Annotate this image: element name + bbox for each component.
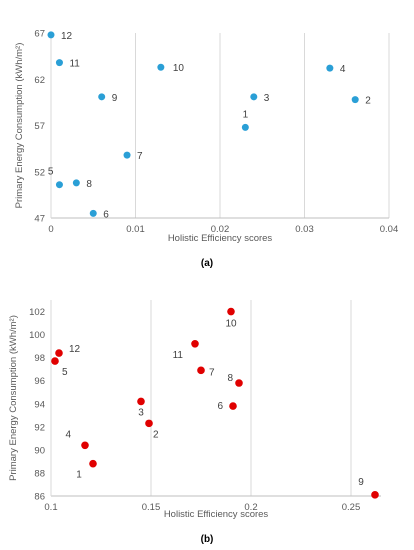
data-label-7: 7 — [209, 367, 215, 378]
data-label-8: 8 — [86, 179, 92, 190]
data-label-11: 11 — [69, 59, 80, 70]
x-tick-label: 0.04 — [380, 224, 399, 235]
y-axis-title: Primary Energy Consumption (kWh/m²) — [8, 315, 19, 481]
y-tick-label: 88 — [34, 468, 45, 479]
data-label-9: 9 — [112, 93, 118, 104]
y-tick-label: 67 — [34, 29, 45, 40]
data-label-6: 6 — [217, 401, 223, 412]
y-tick-label: 94 — [34, 399, 45, 410]
data-point-8 — [72, 179, 80, 187]
data-point-2 — [351, 96, 359, 104]
x-tick-label: 0.02 — [211, 224, 230, 235]
chart-panel-b: 0.1 0.15 0.2 0.2586889092949698100102Holist… — [8, 300, 381, 545]
data-point-2 — [145, 419, 153, 428]
data-label-5: 5 — [62, 367, 68, 378]
x-tick-label: 0.2 — [244, 502, 257, 513]
data-label-4: 4 — [340, 64, 346, 75]
x-tick-label: 0 — [48, 224, 53, 235]
x-tick-label: 0.01 — [126, 224, 145, 235]
data-label-12: 12 — [69, 344, 81, 355]
y-axis-title: Primary Energy Consumption (kWh/m²) — [14, 43, 25, 209]
data-label-11: 11 — [173, 350, 184, 361]
data-label-2: 2 — [153, 429, 159, 440]
data-label-9: 9 — [358, 477, 364, 488]
data-point-6 — [89, 209, 97, 217]
data-point-11 — [55, 59, 63, 67]
x-tick-label: 0.25 — [342, 502, 361, 513]
panel-caption: (b) — [201, 534, 214, 545]
data-label-2: 2 — [365, 96, 371, 107]
y-tick-label: 86 — [34, 492, 45, 503]
y-tick-label: 52 — [34, 167, 45, 178]
y-tick-label: 90 — [34, 445, 45, 456]
y-tick-label: 47 — [34, 214, 45, 225]
data-point-5 — [51, 357, 59, 365]
y-tick-label: 57 — [34, 121, 45, 132]
data-label-5: 5 — [48, 167, 54, 178]
data-label-8: 8 — [227, 373, 233, 384]
data-point-10 — [227, 307, 235, 316]
data-point-7 — [123, 151, 131, 159]
y-tick-label: 102 — [29, 307, 45, 318]
data-point-4 — [326, 64, 334, 72]
data-label-3: 3 — [264, 93, 270, 104]
data-label-10: 10 — [225, 319, 237, 330]
data-label-7: 7 — [137, 151, 143, 162]
y-tick-label: 92 — [34, 422, 45, 433]
data-point-12 — [47, 31, 55, 39]
data-point-1 — [241, 123, 249, 131]
data-point-9 — [98, 93, 106, 101]
data-point-3 — [137, 397, 145, 406]
data-label-6: 6 — [103, 209, 109, 220]
data-point-12 — [55, 349, 63, 357]
x-tick-label: 0.15 — [142, 502, 161, 513]
data-label-12: 12 — [61, 31, 73, 42]
data-label-4: 4 — [65, 429, 71, 440]
x-tick-label: 0.03 — [295, 224, 314, 235]
data-point-1 — [89, 459, 97, 468]
data-point-6 — [229, 402, 237, 410]
y-tick-label: 98 — [34, 353, 45, 364]
y-tick-label: 100 — [29, 330, 45, 341]
data-label-3: 3 — [138, 407, 144, 418]
data-point-11 — [191, 340, 199, 348]
panel-caption: (a) — [201, 258, 213, 269]
x-tick-label: 0.1 — [44, 502, 57, 513]
data-point-4 — [81, 441, 89, 450]
data-point-10 — [157, 63, 165, 71]
x-axis-title: Holistic Efficiency scores — [164, 509, 269, 520]
y-tick-label: 62 — [34, 75, 45, 86]
data-label-10: 10 — [173, 63, 185, 74]
data-label-1: 1 — [76, 470, 82, 481]
data-point-7 — [197, 366, 205, 375]
y-tick-label: 96 — [34, 376, 45, 387]
data-label-1: 1 — [243, 109, 249, 120]
data-point-3 — [250, 93, 258, 101]
x-axis-title: Holistic Efficiency scores — [168, 233, 273, 244]
data-point-8 — [235, 379, 243, 387]
data-point-9 — [371, 491, 379, 499]
data-point-5 — [55, 181, 63, 189]
